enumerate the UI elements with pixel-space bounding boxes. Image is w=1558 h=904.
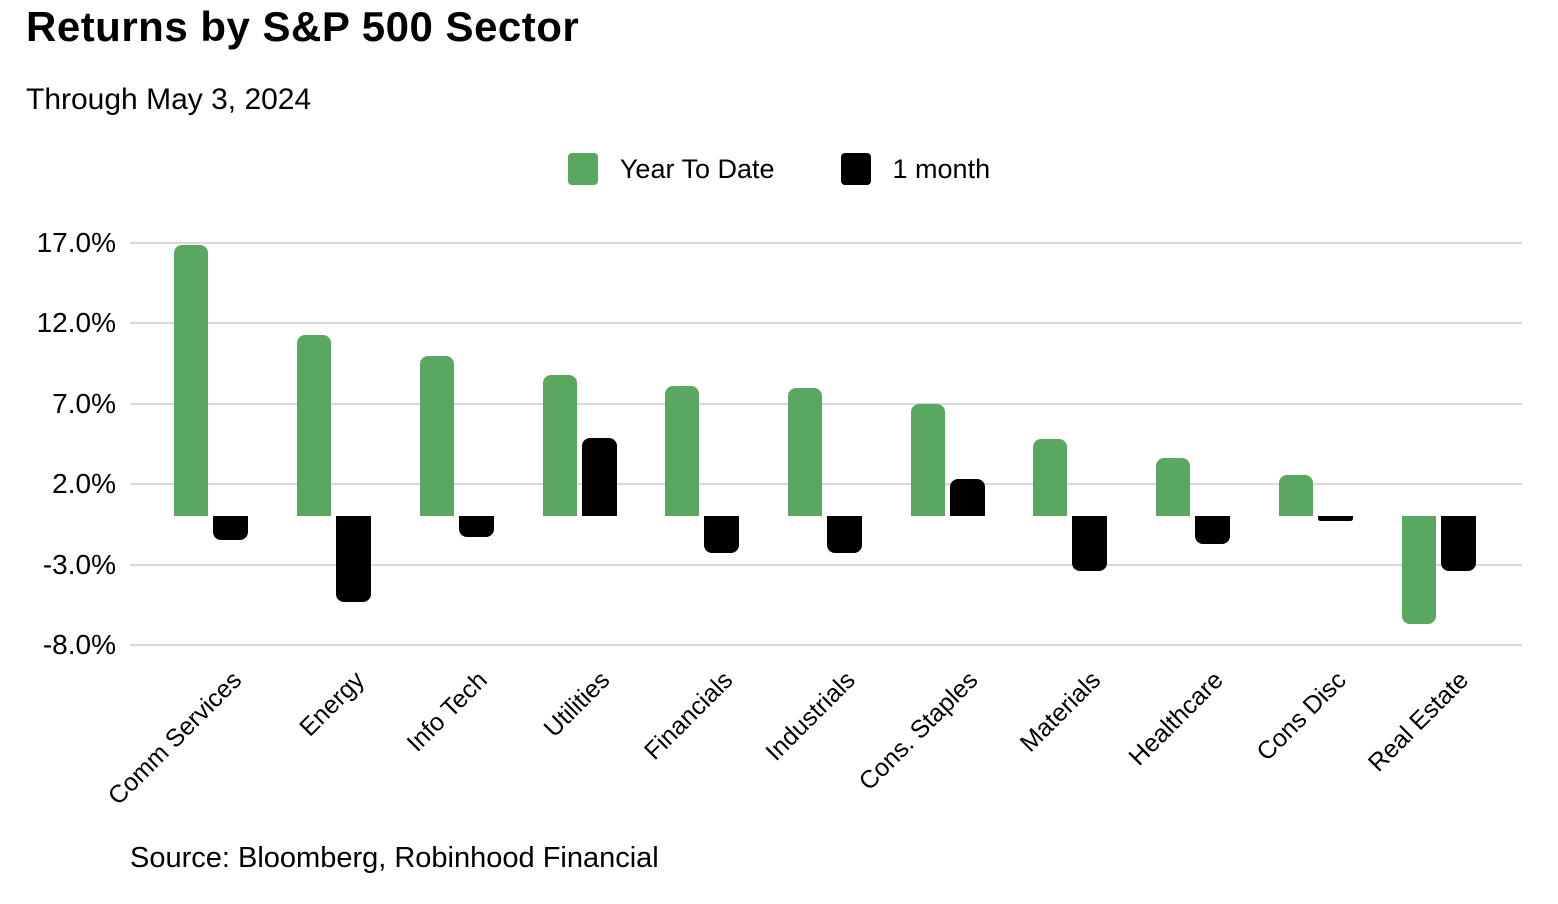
bar-ytd-utilities bbox=[542, 374, 577, 517]
bar-1m-materials bbox=[1072, 516, 1108, 572]
legend-item-year-to-date: Year To Date bbox=[567, 153, 775, 185]
chart-subtitle: Through May 3, 2024 bbox=[26, 83, 312, 116]
x-axis-label-healthcare: Healthcare bbox=[1123, 666, 1229, 772]
bar-1m-energy bbox=[336, 516, 372, 602]
bar-1m-financials bbox=[704, 516, 740, 554]
bar-1m-comm-services bbox=[213, 516, 249, 541]
x-axis-label-cons-disc: Cons Disc bbox=[1251, 666, 1352, 767]
bar-ytd-industrials bbox=[788, 387, 822, 517]
y-axis-label-12.0%: 12.0% bbox=[36, 307, 116, 339]
y-axis-label-7.0%: 7.0% bbox=[52, 387, 116, 419]
y-axis-label--3.0%: -3.0% bbox=[42, 548, 116, 580]
x-axis-label-info-tech: Info Tech bbox=[401, 666, 493, 758]
bar-ytd-energy bbox=[297, 334, 332, 517]
gridline-2.0% bbox=[130, 483, 1522, 486]
x-axis-label-industrials: Industrials bbox=[760, 666, 861, 767]
x-axis-label-comm-services: Comm Services bbox=[102, 666, 248, 811]
bar-ytd-cons-disc bbox=[1278, 474, 1313, 517]
bar-1m-healthcare bbox=[1195, 516, 1231, 544]
bar-ytd-materials bbox=[1033, 439, 1068, 517]
bar-1m-cons-disc bbox=[1317, 516, 1353, 522]
x-axis-label-financials: Financials bbox=[638, 666, 739, 766]
bar-1m-cons-staples bbox=[949, 479, 985, 517]
bar-ytd-healthcare bbox=[1156, 458, 1191, 517]
bar-ytd-cons-staples bbox=[910, 403, 945, 517]
bar-ytd-info-tech bbox=[419, 355, 454, 517]
x-axis-label-real-estate: Real Estate bbox=[1363, 666, 1475, 778]
chart-title: Returns by S&P 500 Sector bbox=[26, 3, 580, 50]
gridline-7.0% bbox=[130, 402, 1522, 405]
year-to-date-swatch-icon bbox=[567, 153, 598, 185]
one-month-swatch-icon bbox=[840, 153, 871, 185]
legend-label-year-to-date: Year To Date bbox=[619, 153, 775, 184]
gridline-17.0% bbox=[130, 242, 1522, 244]
bar-1m-utilities bbox=[581, 437, 617, 517]
bar-1m-real-estate bbox=[1440, 516, 1476, 572]
bar-ytd-real-estate bbox=[1401, 516, 1436, 625]
bar-ytd-comm-services bbox=[174, 244, 209, 517]
legend-label-1-month: 1 month bbox=[892, 153, 991, 184]
x-axis-label-cons-staples: Cons. Staples bbox=[853, 666, 984, 796]
gridline-12.0% bbox=[130, 322, 1522, 325]
x-axis-label-utilities: Utilities bbox=[538, 666, 616, 743]
gridline--3.0% bbox=[130, 563, 1522, 566]
x-axis-label-energy: Energy bbox=[294, 666, 370, 742]
y-axis-label--8.0%: -8.0% bbox=[42, 629, 116, 660]
source-note: Source: Bloomberg, Robinhood Financial bbox=[130, 842, 659, 874]
bar-ytd-financials bbox=[665, 386, 700, 517]
y-axis-label-2.0%: 2.0% bbox=[52, 468, 116, 500]
x-axis-label-materials: Materials bbox=[1014, 666, 1107, 758]
gridline--8.0% bbox=[130, 644, 1522, 646]
legend: Year To Date 1 month bbox=[0, 153, 1558, 185]
legend-item-1-month: 1 month bbox=[840, 153, 991, 185]
y-axis-label-17.0%: 17.0% bbox=[36, 227, 116, 258]
bar-1m-industrials bbox=[827, 516, 862, 554]
bar-1m-info-tech bbox=[458, 516, 494, 538]
